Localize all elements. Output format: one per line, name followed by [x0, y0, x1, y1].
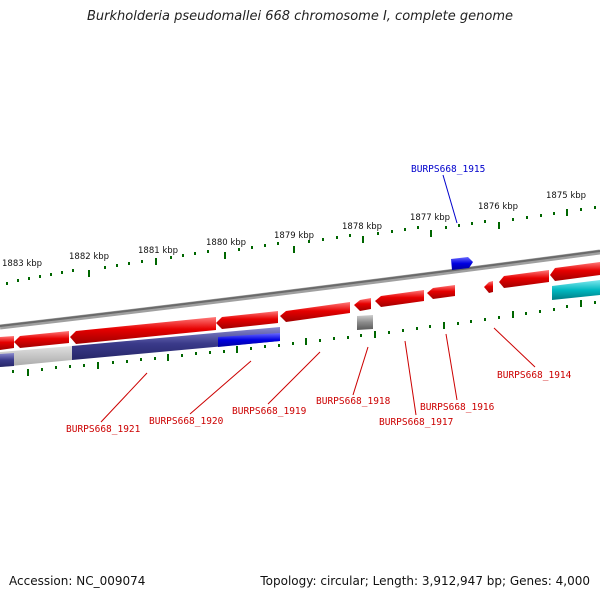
gene-label-burps668-1915[interactable]: BURPS668_1915 — [411, 164, 485, 175]
gene-label-burps668-1918[interactable]: BURPS668_1918 — [316, 396, 391, 407]
leader-burps668-1914 — [493, 327, 536, 368]
leader-burps668-1919 — [267, 351, 321, 405]
map-title: Burkholderia pseudomallei 668 chromosome… — [86, 9, 514, 24]
gene-burps668-1915[interactable] — [451, 257, 473, 270]
gene-label-burps668-1914[interactable]: BURPS668_1914 — [497, 370, 572, 381]
gene-arrow[interactable] — [14, 331, 69, 348]
scale-label-1876: 1876 kbp — [478, 202, 518, 212]
gene-label-burps668-1916[interactable]: BURPS668_1916 — [420, 402, 495, 413]
scale-label-1875: 1875 kbp — [546, 191, 586, 201]
gene-arrow-burps668-1921[interactable] — [70, 317, 216, 344]
product-bar-navy-left — [0, 353, 14, 367]
leader-burps668-1918 — [352, 346, 369, 396]
gene-arrow[interactable] — [499, 270, 549, 288]
product-bar-cyan — [552, 280, 600, 300]
leader-burps668-1920 — [189, 360, 252, 415]
scale-label-1881: 1881 kbp — [138, 246, 178, 256]
gene-arrow-burps668-1918[interactable] — [354, 298, 371, 311]
inner-scale-ticks — [12, 300, 596, 376]
product-bar-light — [0, 346, 72, 367]
gene-arrow[interactable] — [0, 336, 14, 350]
product-bar-navy — [72, 327, 280, 360]
scale-label-1882: 1882 kbp — [69, 252, 109, 262]
scale-label-1877: 1877 kbp — [410, 213, 450, 223]
gene-label-burps668-1921[interactable]: BURPS668_1921 — [66, 424, 141, 435]
leader-burps668-1917 — [404, 340, 417, 416]
gene-arrow-burps668-1916[interactable] — [427, 285, 455, 299]
scale-label-1879: 1879 kbp — [274, 231, 314, 241]
gene-arrow-burps668-1920[interactable] — [216, 311, 278, 329]
product-bar-grey — [357, 315, 373, 330]
scale-label-1883: 1883 kbp — [2, 259, 42, 269]
product-bars — [0, 280, 600, 367]
label-leader-lines — [100, 174, 536, 423]
genome-backbone-highlight — [0, 250, 600, 327]
leader-burps668-1916 — [445, 333, 458, 401]
gene-label-burps668-1917[interactable]: BURPS668_1917 — [379, 417, 453, 428]
gene-label-burps668-1920[interactable]: BURPS668_1920 — [149, 416, 224, 427]
gene-label-burps668-1919[interactable]: BURPS668_1919 — [232, 406, 307, 417]
gene-arrow-burps668-1914[interactable] — [484, 281, 493, 293]
scale-label-1878: 1878 kbp — [342, 222, 382, 232]
gene-arrow-burps668-1917[interactable] — [375, 290, 424, 307]
accession-text: Accession: NC_009074 — [9, 574, 146, 588]
leader-burps668-1921 — [100, 372, 148, 423]
gene-arrow[interactable] — [550, 262, 600, 281]
forward-strand-genes — [0, 262, 600, 350]
leader-burps668-1915 — [442, 174, 458, 224]
product-bar-blue — [218, 333, 280, 347]
scale-labels: 1883 kbp 1882 kbp 1881 kbp 1880 kbp 1879… — [2, 191, 586, 269]
outer-scale-ticks — [6, 206, 596, 285]
gene-labels: BURPS668_1915 BURPS668_1914 BURPS668_191… — [66, 164, 572, 435]
genome-stats-text: Topology: circular; Length: 3,912,947 bp… — [260, 574, 590, 588]
scale-label-1880: 1880 kbp — [206, 238, 246, 248]
gene-arrow-burps668-1919[interactable] — [280, 302, 350, 322]
